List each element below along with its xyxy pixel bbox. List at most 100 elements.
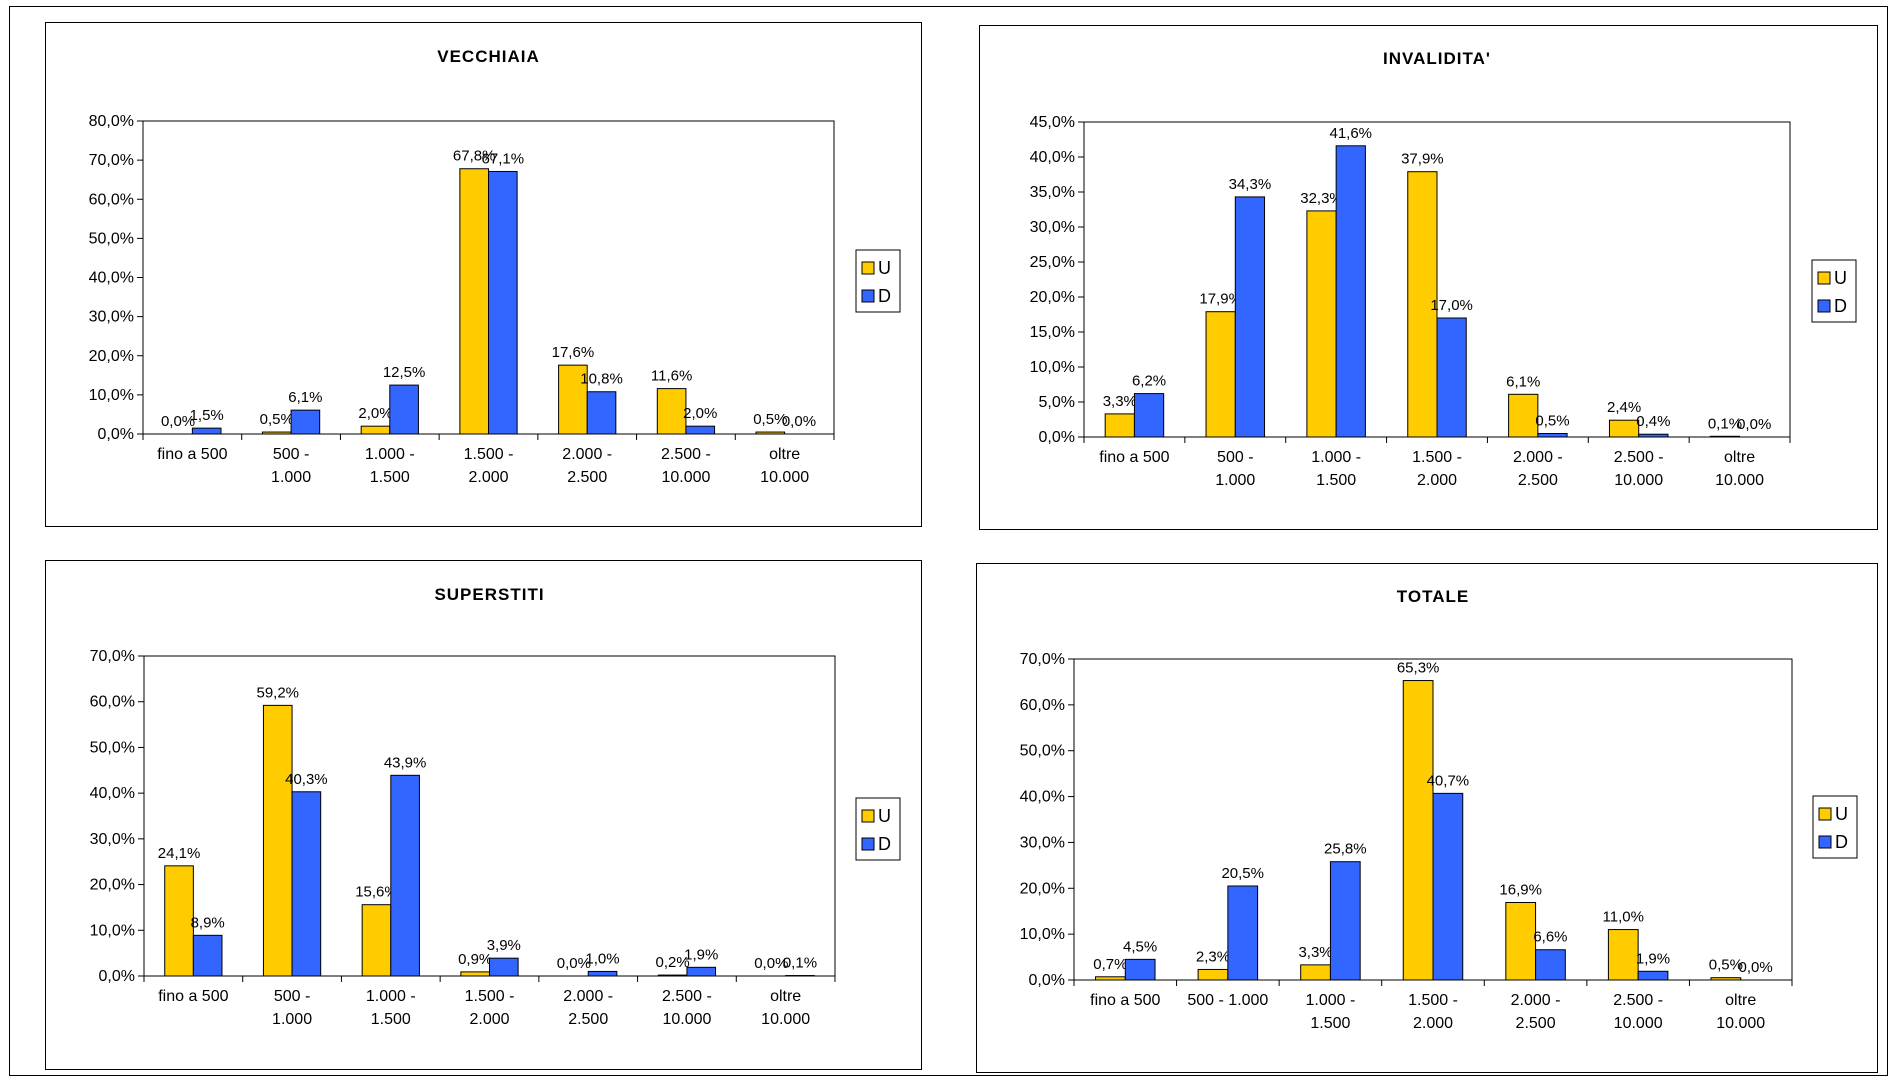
x-tick-label: 2.000 - bbox=[1511, 992, 1561, 1009]
bar-d bbox=[1133, 393, 1165, 438]
data-label-u: 0,9% bbox=[458, 951, 492, 968]
x-tick-label: 1.000 - bbox=[365, 446, 415, 463]
data-label-u: 17,6% bbox=[552, 344, 595, 361]
data-label-d: 0,0% bbox=[1738, 959, 1772, 976]
bar-u bbox=[360, 425, 391, 435]
bar-d bbox=[192, 934, 223, 977]
x-tick-label: oltre bbox=[770, 988, 801, 1005]
x-tick-label: 500 - bbox=[274, 988, 310, 1005]
y-tick-label: 10,0% bbox=[1020, 926, 1065, 943]
figure-frame bbox=[9, 6, 1888, 1076]
y-tick-label: 0,0% bbox=[98, 426, 134, 443]
data-label-d: 40,3% bbox=[285, 771, 328, 788]
bar-d bbox=[587, 970, 618, 977]
legend-label-u: U bbox=[878, 258, 891, 278]
y-tick-label: 70,0% bbox=[89, 152, 134, 169]
x-tick-label: oltre bbox=[1725, 992, 1756, 1009]
bar-u bbox=[361, 904, 392, 977]
x-tick-label: fino a 500 bbox=[1099, 449, 1169, 466]
data-label-u: 2,0% bbox=[358, 405, 392, 422]
legend-label-d: D bbox=[1834, 296, 1847, 316]
x-tick-label: fino a 500 bbox=[158, 988, 228, 1005]
data-label-d: 8,9% bbox=[191, 914, 225, 931]
bar-d bbox=[191, 427, 222, 435]
y-tick-label: 40,0% bbox=[1030, 149, 1075, 166]
chart-vecchiaia-svg: VECCHIAIA 0,0% 10,0% 20,0% 30,0% 40,0% 50,0% 60… bbox=[89, 47, 901, 486]
data-label-d: 0,4% bbox=[1636, 413, 1670, 430]
data-label-d: 12,5% bbox=[383, 364, 426, 381]
legend-label-d: D bbox=[878, 286, 891, 306]
x-tick-label: 1.500 - bbox=[1412, 449, 1462, 466]
y-tick-label: 30,0% bbox=[90, 831, 135, 848]
y-tick-label: 0,0% bbox=[1029, 972, 1065, 989]
plot-area bbox=[143, 655, 836, 977]
x-tick-label: 2.500 - bbox=[1613, 992, 1663, 1009]
y-tick-label: 35,0% bbox=[1030, 184, 1075, 201]
x-tick-label: 1.000 bbox=[272, 1011, 312, 1028]
bar-d bbox=[1638, 433, 1669, 438]
bar-u bbox=[459, 168, 490, 435]
x-tick-label: 1.000 bbox=[1215, 472, 1255, 489]
bar-u bbox=[755, 431, 786, 435]
bar-d bbox=[1234, 196, 1266, 438]
data-label-u: 17,9% bbox=[1199, 291, 1242, 308]
x-tick-label: 10.000 bbox=[761, 1011, 810, 1028]
data-label-d: 4,5% bbox=[1123, 938, 1157, 955]
bar-u bbox=[656, 388, 687, 435]
x-tick-label: 2.500 bbox=[1518, 472, 1558, 489]
data-label-d: 6,2% bbox=[1132, 373, 1166, 390]
y-tick-label: 30,0% bbox=[1030, 219, 1075, 236]
data-label-d: 0,0% bbox=[1737, 416, 1771, 433]
x-tick-label: 10.000 bbox=[662, 1011, 711, 1028]
y-tick-label: 10,0% bbox=[1030, 359, 1075, 376]
data-label-u: 32,3% bbox=[1300, 190, 1343, 207]
data-label-u: 2,4% bbox=[1607, 399, 1641, 416]
bar-d bbox=[1537, 433, 1568, 438]
data-label-u: 24,1% bbox=[158, 845, 201, 862]
data-label-d: 43,9% bbox=[384, 754, 427, 771]
y-tick-label: 50,0% bbox=[1020, 743, 1065, 760]
y-tick-label: 20,0% bbox=[1030, 289, 1075, 306]
x-tick-label: 10.000 bbox=[1614, 472, 1663, 489]
data-label-u: 65,3% bbox=[1397, 660, 1440, 677]
legend-label-d: D bbox=[878, 834, 891, 854]
y-tick-label: 70,0% bbox=[90, 648, 135, 665]
data-label-d: 6,1% bbox=[288, 389, 322, 406]
x-tick-label: 2.000 bbox=[468, 469, 508, 486]
bar-d bbox=[290, 409, 321, 435]
x-tick-label: 10.000 bbox=[1715, 472, 1764, 489]
x-tick-label: 10.000 bbox=[661, 469, 710, 486]
y-tick-label: 45,0% bbox=[1030, 114, 1075, 131]
bar-d bbox=[1329, 861, 1361, 981]
data-label-d: 41,6% bbox=[1329, 125, 1372, 142]
data-label-d: 0,1% bbox=[783, 955, 817, 972]
legend: UD bbox=[855, 797, 901, 861]
data-label-u: 0,5% bbox=[753, 411, 787, 428]
legend-swatch-d bbox=[1817, 299, 1831, 313]
bar-d bbox=[489, 957, 519, 977]
bar-d bbox=[291, 791, 322, 977]
y-tick-label: 30,0% bbox=[1020, 834, 1065, 851]
chart-superstiti-svg: SUPERSTITI 0,0% 10,0% 20,0% 30,0% 40,0% 50,0% 6… bbox=[90, 585, 901, 1028]
data-label-u: 3,3% bbox=[1103, 393, 1137, 410]
bar-d bbox=[390, 774, 420, 977]
y-tick-label: 10,0% bbox=[90, 922, 135, 939]
chart-totale-svg: TOTALE 0,0% 10,0% 20,0% 30,0% 40,0% 50,0% 60,0%… bbox=[1020, 587, 1858, 1032]
data-label-u: 0,5% bbox=[1709, 957, 1743, 974]
y-tick-label: 5,0% bbox=[1039, 394, 1075, 411]
bar-u bbox=[1095, 976, 1126, 981]
bar-u bbox=[1508, 393, 1539, 438]
x-tick-label: 1.500 bbox=[370, 469, 410, 486]
x-tick-label: 1.500 bbox=[1316, 472, 1356, 489]
y-tick-label: 10,0% bbox=[89, 387, 134, 404]
bar-d bbox=[1335, 145, 1366, 438]
chart-title: VECCHIAIA bbox=[437, 47, 540, 66]
bar-u bbox=[1608, 419, 1640, 438]
bar-u bbox=[1709, 435, 1741, 438]
legend-label-d: D bbox=[1835, 832, 1848, 852]
data-label-u: 0,5% bbox=[260, 411, 294, 428]
chart-title: INVALIDITA' bbox=[1383, 49, 1491, 68]
bar-u bbox=[1710, 977, 1742, 981]
data-label-u: 0,1% bbox=[1708, 415, 1742, 432]
y-tick-label: 40,0% bbox=[90, 785, 135, 802]
